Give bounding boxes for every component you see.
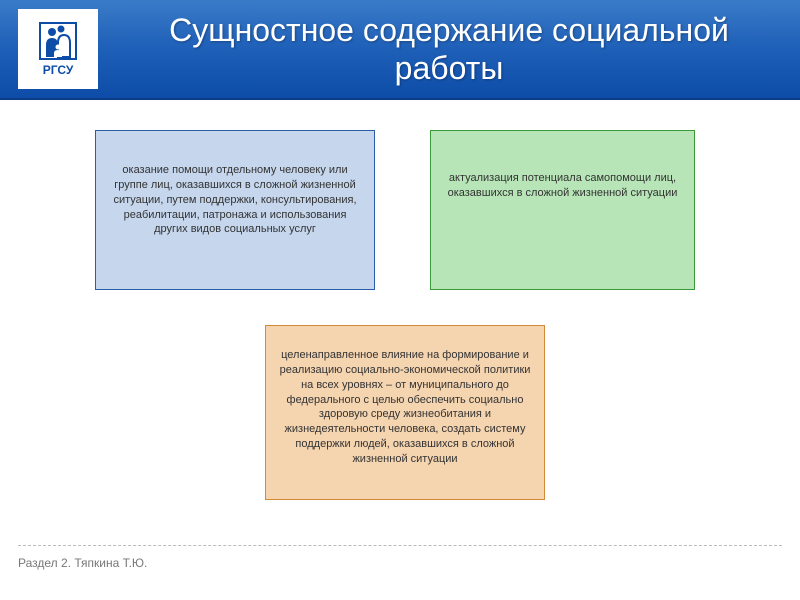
logo-box: РГСУ (18, 9, 98, 89)
family-icon (38, 21, 78, 61)
logo-label: РГСУ (43, 63, 74, 77)
info-box-3: целенаправленное влияние на формирование… (265, 325, 545, 500)
footer: Раздел 2. Тяпкина Т.Ю. (18, 545, 782, 570)
info-box-2: актуализация потенциала самопомощи лиц, … (430, 130, 695, 290)
info-box-2-text: актуализация потенциала самопомощи лиц, … (441, 171, 684, 201)
info-box-1: оказание помощи отдельному человеку или … (95, 130, 375, 290)
page-title: Сущностное содержание социальной работы (98, 11, 800, 88)
content-area: оказание помощи отдельному человеку или … (0, 100, 800, 540)
info-box-1-text: оказание помощи отдельному человеку или … (106, 163, 364, 237)
footer-text: Раздел 2. Тяпкина Т.Ю. (18, 556, 147, 570)
header: РГСУ Сущностное содержание социальной ра… (0, 0, 800, 100)
info-box-3-text: целенаправленное влияние на формирование… (276, 348, 534, 467)
